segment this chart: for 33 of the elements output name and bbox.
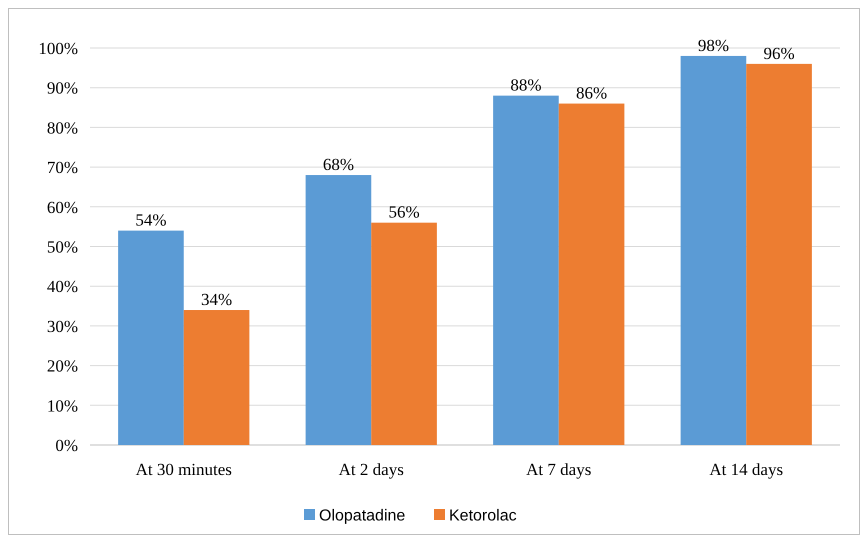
- y-tick-label: 20%: [46, 356, 78, 376]
- data-label: 56%: [388, 202, 420, 222]
- y-tick-label: 80%: [46, 118, 78, 138]
- legend-label: Ketorolac: [449, 508, 517, 525]
- y-tick-label: 40%: [46, 277, 78, 296]
- bar: [306, 175, 372, 445]
- data-label: 34%: [200, 290, 232, 310]
- bar: [746, 64, 812, 445]
- y-tick-label: 60%: [46, 198, 78, 217]
- y-tick-label: 90%: [46, 78, 78, 98]
- y-tick-label: 10%: [46, 396, 78, 416]
- x-tick-label: At 30 minutes: [136, 460, 232, 479]
- y-tick-label: 50%: [46, 237, 78, 256]
- bar: [493, 96, 559, 445]
- y-tick-label: 70%: [46, 158, 78, 178]
- data-label: 98%: [698, 36, 730, 55]
- bar: [558, 104, 624, 445]
- x-tick-label: At 14 days: [709, 460, 784, 479]
- y-tick-label: 30%: [46, 316, 78, 336]
- bar: [680, 56, 746, 445]
- bar: [184, 310, 250, 445]
- data-label: 88%: [510, 76, 542, 95]
- y-tick-label: 100%: [38, 38, 78, 58]
- data-label: 68%: [322, 155, 354, 174]
- bar: [118, 230, 184, 445]
- legend-label: Olopatadine: [319, 508, 406, 525]
- x-tick-label: At 2 days: [338, 460, 404, 479]
- x-tick-label: At 7 days: [526, 460, 592, 479]
- bar: [371, 222, 437, 445]
- data-label: 86%: [576, 84, 608, 103]
- data-label: 96%: [763, 44, 795, 63]
- y-tick-label: 0%: [55, 436, 78, 455]
- data-label: 54%: [135, 210, 167, 230]
